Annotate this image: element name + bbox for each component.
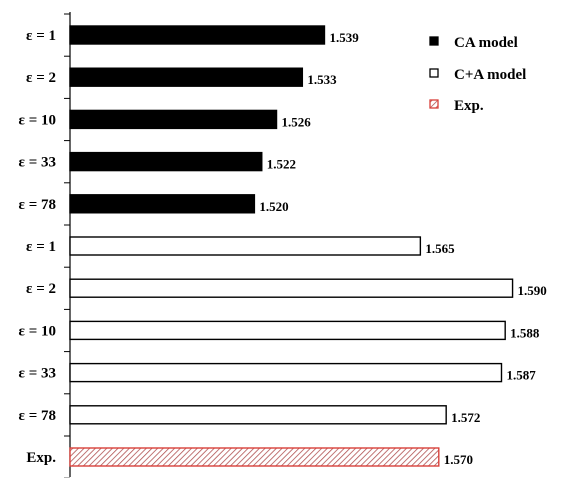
value-label: 1.565 <box>425 241 455 256</box>
legend: CA model C+A model Exp. <box>429 35 526 114</box>
bar <box>69 362 503 383</box>
legend-label: C+A model <box>454 67 526 83</box>
category-labels: ε = 1 ε = 2 ε = 10 ε = 33 ε = 78 ε = 1 ε = 2 ε … <box>19 28 57 466</box>
value-label: 1.533 <box>307 72 337 87</box>
value-label: 1.526 <box>282 114 312 129</box>
bar <box>69 278 514 298</box>
value-label: 1.570 <box>444 452 473 467</box>
category-label: ε = 78 <box>19 408 56 424</box>
category-label: ε = 10 <box>19 323 56 339</box>
bar <box>69 405 447 425</box>
category-label: ε = 33 <box>19 366 56 382</box>
bar <box>69 236 422 256</box>
category-label: ε = 10 <box>19 112 56 128</box>
legend-swatch <box>429 36 439 46</box>
value-label: 1.590 <box>518 283 547 298</box>
legend-swatch <box>429 68 439 78</box>
value-label: 1.572 <box>451 410 480 425</box>
value-label: 1.522 <box>267 157 296 172</box>
value-label: 1.539 <box>329 30 359 45</box>
category-label: ε = 2 <box>26 281 56 297</box>
value-label: 1.587 <box>506 368 536 383</box>
category-label: ε = 33 <box>19 155 56 171</box>
bar <box>69 67 304 87</box>
category-label: ε = 78 <box>19 197 56 213</box>
category-label: Exp. <box>26 450 56 466</box>
bar <box>69 320 506 341</box>
category-label: ε = 2 <box>26 70 56 86</box>
legend-label: CA model <box>454 35 518 51</box>
value-labels: 1.539 1.533 1.526 1.522 1.520 1.565 1.590 1.588… <box>259 30 546 467</box>
bar <box>69 447 440 467</box>
legend-swatch <box>429 99 439 109</box>
legend-label: Exp. <box>454 98 484 114</box>
bars-group <box>69 25 514 467</box>
category-label: ε = 1 <box>26 28 56 44</box>
y-axis-ticks <box>64 13 70 478</box>
bar <box>69 109 278 130</box>
category-label: ε = 1 <box>26 239 56 255</box>
bar <box>69 151 263 172</box>
bar <box>69 194 256 214</box>
bar <box>69 25 326 45</box>
value-label: 1.588 <box>510 325 540 340</box>
value-label: 1.520 <box>259 199 288 214</box>
